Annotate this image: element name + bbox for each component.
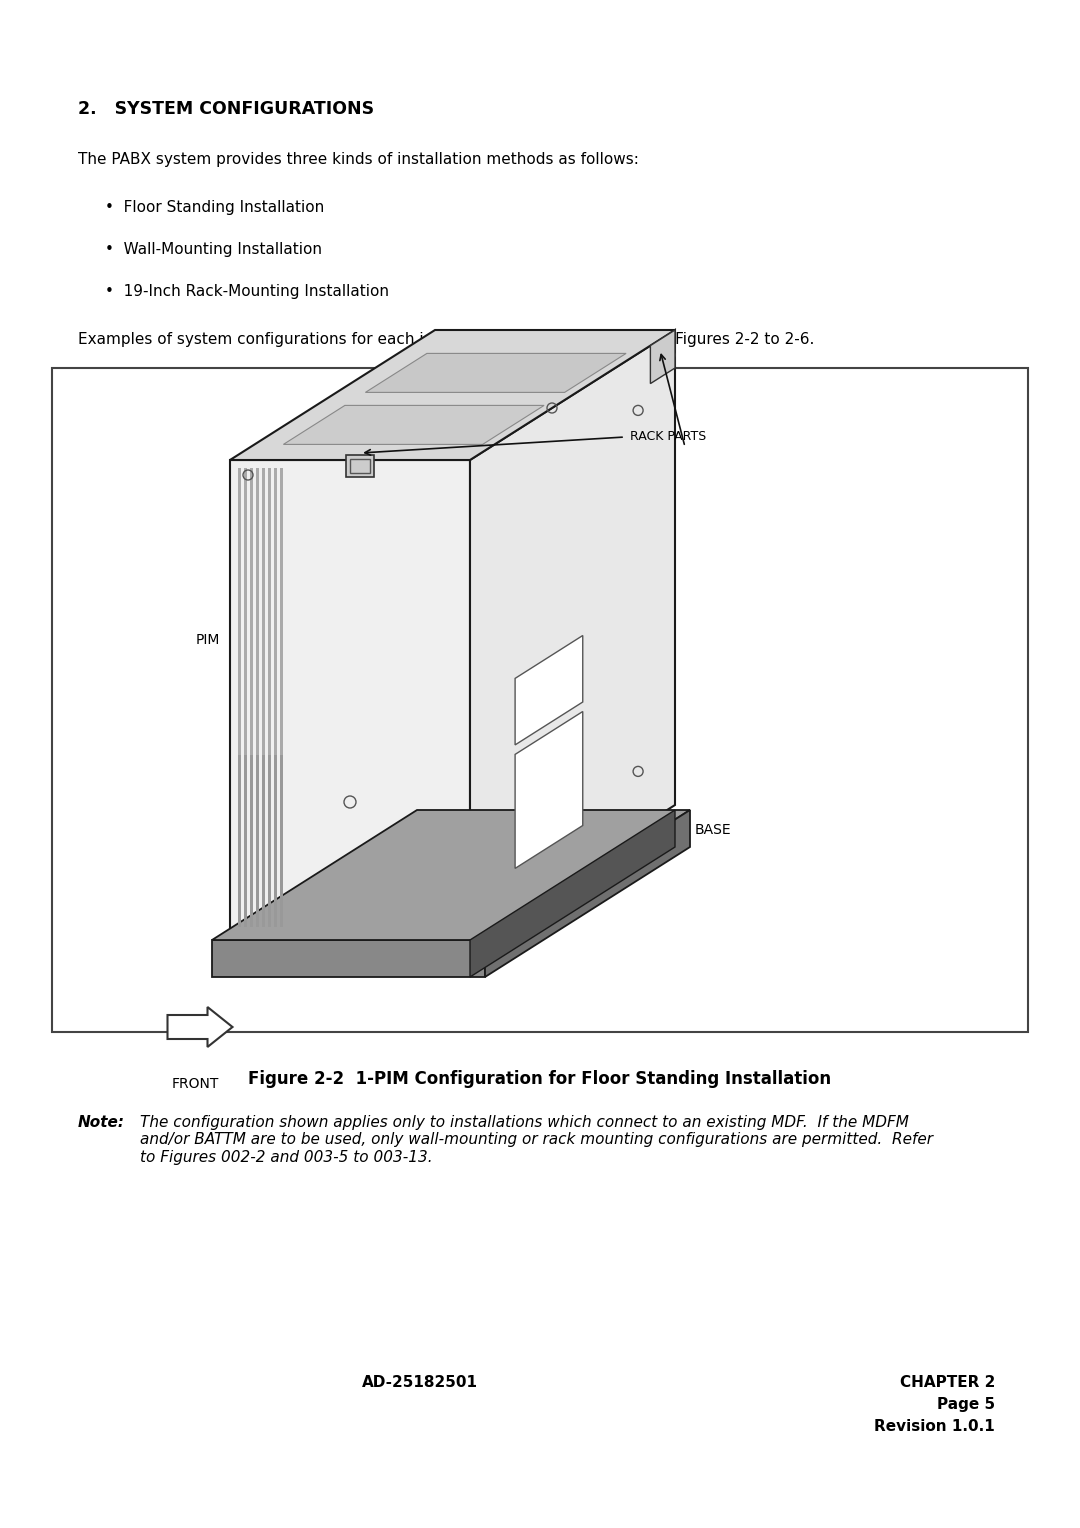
Polygon shape: [268, 755, 271, 927]
Text: Examples of system configurations for each installation method are shown in Figu: Examples of system configurations for ea…: [78, 332, 814, 347]
Polygon shape: [212, 940, 485, 976]
Text: •  Wall-Mounting Installation: • Wall-Mounting Installation: [105, 241, 322, 257]
Polygon shape: [262, 755, 265, 927]
Polygon shape: [280, 755, 283, 927]
Polygon shape: [249, 755, 253, 927]
Bar: [350, 458, 370, 474]
Polygon shape: [283, 405, 544, 445]
Text: Revision 1.0.1: Revision 1.0.1: [874, 1420, 995, 1433]
Text: The configuration shown applies only to installations which connect to an existi: The configuration shown applies only to …: [140, 1115, 933, 1164]
Polygon shape: [365, 353, 626, 393]
Bar: [52, 368, 1028, 1031]
Text: RACK PARTS: RACK PARTS: [630, 431, 706, 443]
Polygon shape: [230, 460, 470, 935]
Polygon shape: [244, 468, 247, 927]
Polygon shape: [274, 468, 276, 927]
Polygon shape: [470, 330, 675, 935]
Text: The PABX system provides three kinds of installation methods as follows:: The PABX system provides three kinds of …: [78, 151, 639, 167]
Polygon shape: [262, 468, 265, 927]
Polygon shape: [256, 468, 259, 927]
Polygon shape: [212, 810, 690, 940]
Text: AD-25182501: AD-25182501: [362, 1375, 478, 1390]
Polygon shape: [167, 1007, 232, 1047]
Text: •  19-Inch Rack-Mounting Installation: • 19-Inch Rack-Mounting Installation: [105, 284, 389, 299]
Text: Page 5: Page 5: [936, 1397, 995, 1412]
Polygon shape: [280, 468, 283, 927]
Text: FRONT: FRONT: [172, 1077, 218, 1091]
Text: PIM: PIM: [195, 633, 220, 646]
Text: 2.   SYSTEM CONFIGURATIONS: 2. SYSTEM CONFIGURATIONS: [78, 99, 374, 118]
Polygon shape: [244, 755, 247, 927]
Bar: [347, 455, 375, 477]
Text: •  Floor Standing Installation: • Floor Standing Installation: [105, 200, 324, 215]
Text: Note:: Note:: [78, 1115, 125, 1131]
Text: BASE: BASE: [696, 824, 731, 837]
Polygon shape: [470, 810, 675, 976]
Polygon shape: [515, 636, 583, 744]
Polygon shape: [238, 468, 241, 927]
Text: Figure 2-2  1-PIM Configuration for Floor Standing Installation: Figure 2-2 1-PIM Configuration for Floor…: [248, 1070, 832, 1088]
Polygon shape: [274, 755, 276, 927]
Polygon shape: [650, 330, 675, 384]
Polygon shape: [268, 468, 271, 927]
Polygon shape: [485, 810, 690, 976]
Polygon shape: [515, 712, 583, 868]
Text: CHAPTER 2: CHAPTER 2: [900, 1375, 995, 1390]
Polygon shape: [249, 468, 253, 927]
Polygon shape: [238, 755, 241, 927]
Polygon shape: [230, 330, 675, 460]
Polygon shape: [256, 755, 259, 927]
